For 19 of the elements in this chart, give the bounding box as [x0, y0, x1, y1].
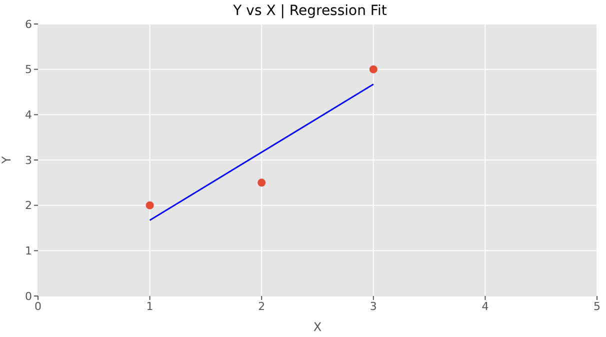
x-tick-label: 0 — [34, 300, 42, 313]
y-tick-label: 2 — [25, 199, 32, 212]
point — [369, 65, 378, 74]
x-tick-label: 5 — [594, 300, 600, 313]
y-axis-title: Y — [0, 156, 14, 165]
point — [146, 201, 154, 210]
y-tick-label: 0 — [25, 290, 32, 303]
chart-title: Y vs X | Regression Fit — [232, 3, 388, 19]
y-tick-label: 4 — [25, 108, 32, 122]
x-tick-label: 1 — [146, 300, 154, 313]
point — [258, 178, 266, 187]
x-axis-title: X — [313, 320, 322, 334]
x-tick-label: 3 — [370, 300, 377, 313]
x-tick-label: 4 — [482, 300, 489, 313]
x-tick-label: 2 — [258, 300, 266, 313]
y-tick-label: 1 — [25, 244, 32, 258]
y-tick-label: 6 — [25, 18, 32, 31]
y-tick-label: 3 — [25, 154, 32, 167]
y-tick-label: 5 — [25, 63, 32, 76]
